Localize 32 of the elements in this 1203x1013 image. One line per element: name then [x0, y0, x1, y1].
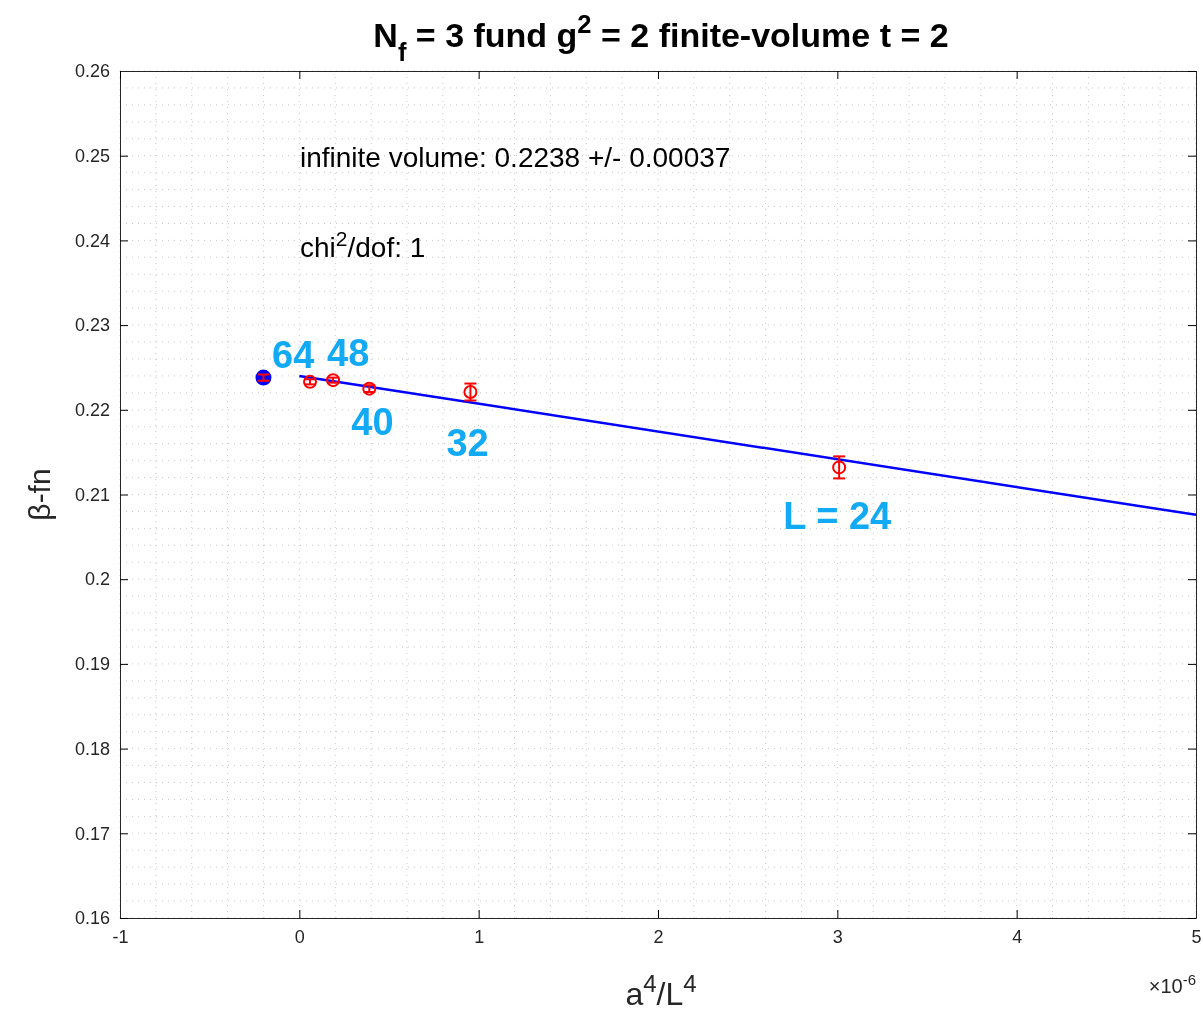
annotation: 32: [446, 422, 489, 465]
point: [326, 373, 341, 388]
x-tick-label: 5: [1191, 926, 1202, 947]
annotation: 64: [272, 333, 315, 376]
x-tick-label: 2: [653, 926, 664, 947]
y-tick-label: 0.24: [74, 230, 110, 251]
y-tick-label: 0.21: [74, 484, 110, 505]
y-tick-label: 0.23: [74, 315, 110, 336]
y-tick-label: 0.22: [74, 400, 110, 421]
y-tick-label: 0.18: [74, 738, 110, 759]
y-tick-label: 0.17: [74, 823, 110, 844]
annotation: 40: [351, 400, 394, 443]
y-tick-label: 0.26: [74, 61, 110, 82]
y-tick-label: 0.19: [74, 654, 110, 675]
x-tick-label: 3: [832, 926, 843, 947]
y-axis-title: β-fn: [23, 468, 56, 521]
chart-title: N$_{f}$ = 3 fund g$^{2}$ = 2 finite-volume t = 2: [373, 10, 949, 66]
x-tick-label: 4: [1012, 926, 1023, 947]
text: ×10$^{-6}$: [1148, 970, 1196, 997]
point: [303, 374, 318, 389]
x-tick-label: 0: [294, 926, 305, 947]
point: [832, 460, 847, 475]
x-axis-title: a$^{4}$/L$^{4}$: [625, 969, 697, 1012]
annotation: L = 24: [783, 495, 892, 538]
annotation: chi$^{2}$/dof: 1: [300, 226, 426, 263]
annotation: infinite volume: 0.2238 +/- 0.00037: [300, 142, 731, 173]
y-tick-label: 0.2: [84, 569, 110, 590]
y-tick-label: 0.16: [74, 908, 110, 929]
x-tick-label: -1: [112, 926, 129, 947]
x-tick-label: 1: [474, 926, 485, 947]
y-tick-label: 0.25: [74, 145, 110, 166]
annotation: 48: [327, 332, 370, 375]
